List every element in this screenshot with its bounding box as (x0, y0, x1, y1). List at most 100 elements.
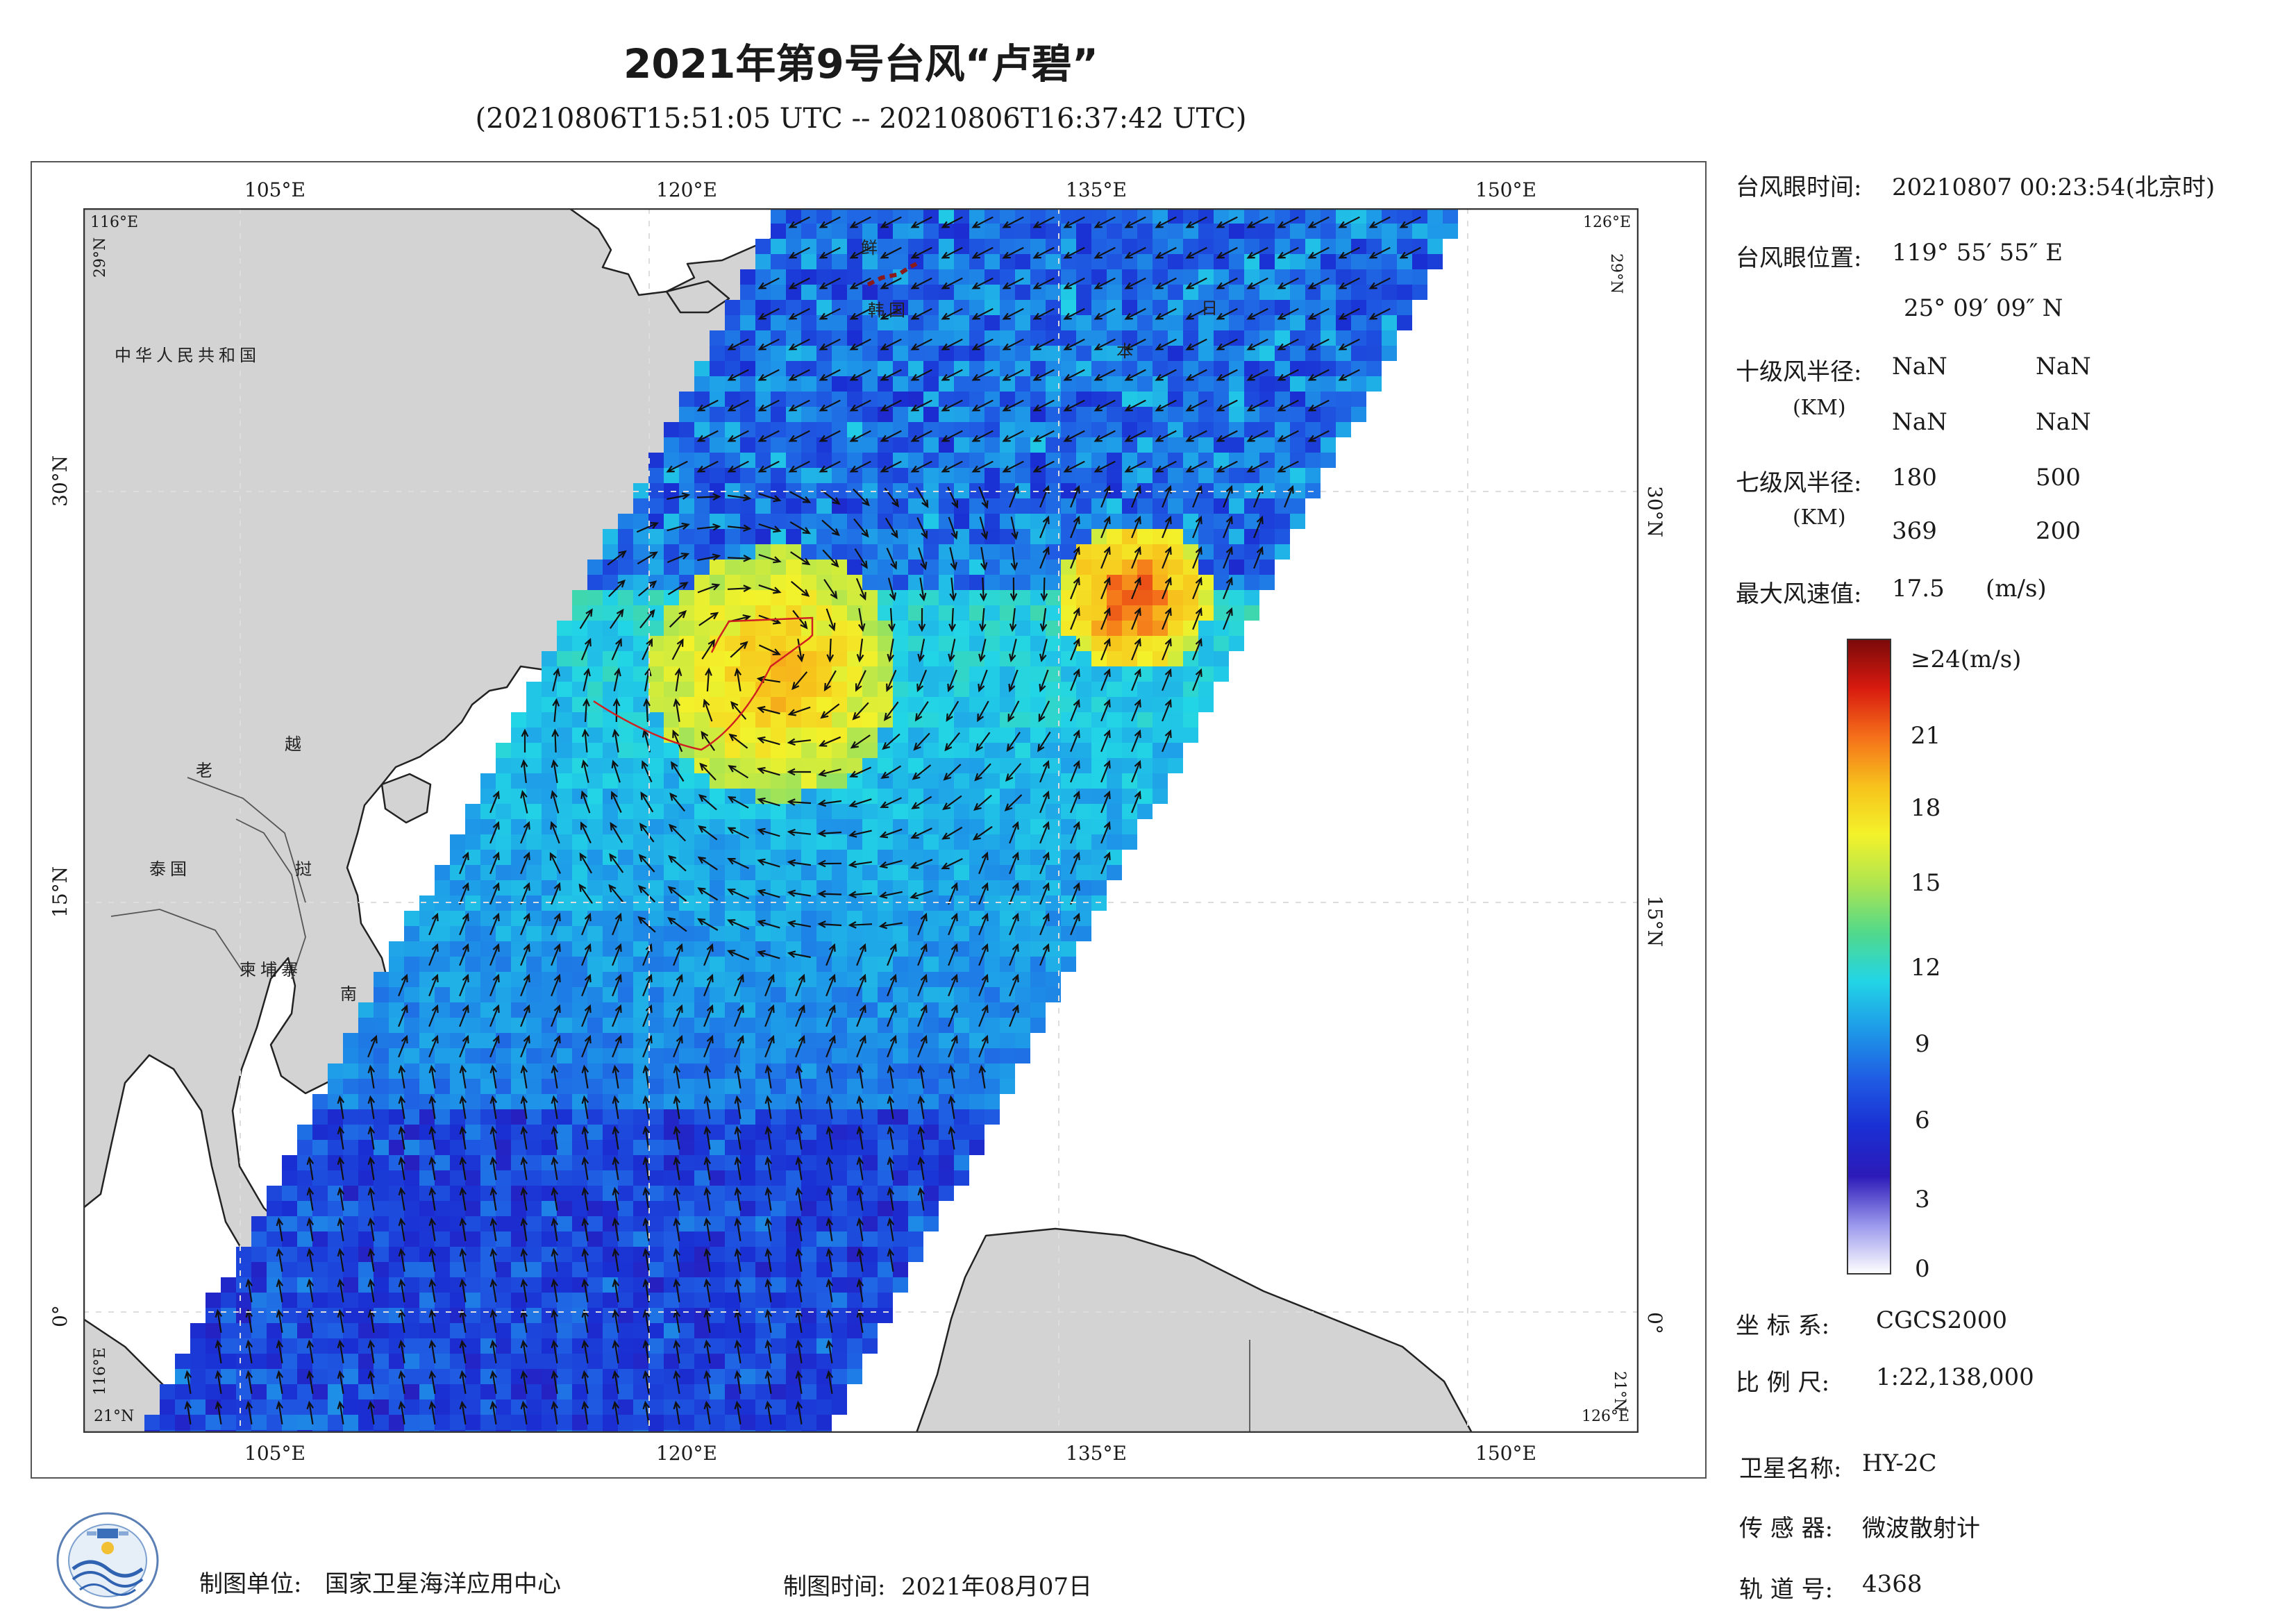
corner-label-tr-lon: 126°E (1583, 214, 1632, 231)
wind-arrow (669, 792, 686, 812)
wind-arrow (757, 460, 780, 473)
wind-arrow (947, 487, 958, 509)
wind-arrow (856, 1186, 864, 1211)
wind-arrow (910, 277, 932, 289)
wind-arrow (428, 1064, 437, 1088)
wind-arrow (1100, 821, 1111, 844)
wind-arrow (459, 943, 469, 966)
wind-arrow (703, 1156, 712, 1180)
wind-arrow (788, 277, 810, 289)
wind-arrow (551, 728, 560, 753)
wind-arrow (1253, 515, 1264, 539)
wind-arrow (788, 308, 810, 320)
wind-arrow (1399, 216, 1421, 228)
wind-arrow (612, 1217, 620, 1241)
wind-arrow (1368, 277, 1391, 289)
wind-arrow (579, 852, 593, 874)
wind-arrow (673, 1095, 681, 1119)
wind-arrow (941, 399, 963, 412)
wind-arrow (757, 277, 780, 289)
wind-arrow (819, 216, 841, 228)
country-labels: 中华人民共和国 鲜 韩国 日 本 老 越 泰国 挝 柬埔寨 南 (115, 238, 1218, 1004)
wind-arrow (276, 1247, 284, 1272)
wind-arrow (974, 763, 991, 782)
wind-arrow (978, 1064, 987, 1088)
wind-arrow (910, 338, 932, 351)
wind-arrow (642, 1400, 651, 1424)
wind-arrow (581, 1217, 589, 1241)
wind-arrow (977, 700, 989, 723)
wind-arrow (276, 1278, 284, 1302)
wind-arrow (367, 1125, 376, 1150)
wind-arrow (1192, 607, 1203, 630)
wind-arrow (398, 1125, 406, 1150)
wind-arrow (703, 1095, 712, 1119)
wind-arrow (489, 1217, 498, 1241)
wind-arrow (703, 1186, 712, 1211)
wind-arrow (276, 1309, 284, 1333)
wind-arrow (727, 460, 749, 473)
wind-arrow (337, 1217, 345, 1241)
wind-arrow (916, 669, 928, 693)
wind-arrow (489, 912, 500, 936)
wind-arrow (1124, 308, 1146, 320)
wind-arrow (398, 1095, 406, 1119)
wind-arrow (607, 550, 627, 566)
wind-arrow (946, 700, 960, 722)
wind-arrow (941, 246, 963, 259)
wind-arrow (1307, 338, 1330, 351)
wind-arrow (826, 1064, 834, 1088)
wind-arrow (612, 1004, 622, 1027)
wind-arrow (1216, 246, 1238, 259)
wind-arrow (734, 1400, 742, 1424)
wind-arrow (551, 1064, 559, 1088)
wind-arrow (337, 1125, 345, 1150)
wind-arrow (459, 1186, 467, 1211)
wind-arrow (673, 1186, 681, 1211)
satellite-value: HY-2C (1862, 1449, 1937, 1477)
wind-arrow (551, 1247, 559, 1272)
wind-arrow (764, 1370, 773, 1394)
wind-arrow (668, 855, 687, 872)
wind-arrow (367, 1095, 376, 1119)
wind-arrow (398, 1309, 406, 1333)
wind-arrow (887, 1004, 897, 1027)
wind-arrow (489, 851, 500, 875)
wind-arrow (642, 1064, 651, 1088)
wind-arrow (1277, 277, 1299, 289)
wind-arrow (581, 1095, 589, 1119)
wind-arrow (581, 1339, 589, 1363)
wind-arrow (1246, 399, 1268, 412)
wind-arrow (1070, 668, 1080, 691)
wind-arrow (428, 1125, 437, 1150)
wind-arrow (727, 369, 749, 381)
wind-arrow (848, 921, 873, 929)
wind-arrow (1307, 369, 1330, 381)
wind-arrow (757, 858, 780, 868)
wind-arrow (1063, 460, 1085, 473)
wind-arrow (398, 1034, 408, 1058)
colorbar-tick-18: 18 (1911, 794, 1941, 822)
wind-arrow (852, 702, 869, 721)
wind-arrow (1040, 577, 1048, 602)
wind-arrow (1131, 607, 1141, 630)
wind-arrow (428, 973, 439, 997)
wind-arrow (667, 582, 689, 596)
wind-arrow (1216, 369, 1238, 381)
wind-arrow (787, 798, 812, 806)
wind-arrow (1032, 399, 1055, 412)
wind-arrow (581, 912, 592, 936)
lon-tick-bottom-135: 135°E (1066, 1442, 1127, 1465)
wind-arrow (790, 551, 811, 566)
wind-arrow (642, 1186, 651, 1211)
wind-arrow (642, 1247, 651, 1272)
wind-arrow (671, 761, 685, 782)
wind-arrow (459, 1400, 467, 1424)
wind-field-map[interactable]: 中华人民共和国 鲜 韩国 日 本 老 越 泰国 挝 柬埔寨 南 (83, 208, 1639, 1433)
wind-arrow (1131, 759, 1141, 783)
wind-arrow (1039, 669, 1049, 693)
wind-arrow (1009, 943, 1019, 966)
wind-arrow (1032, 460, 1055, 473)
wind-arrow (910, 246, 932, 259)
wind-arrow (1124, 246, 1146, 259)
